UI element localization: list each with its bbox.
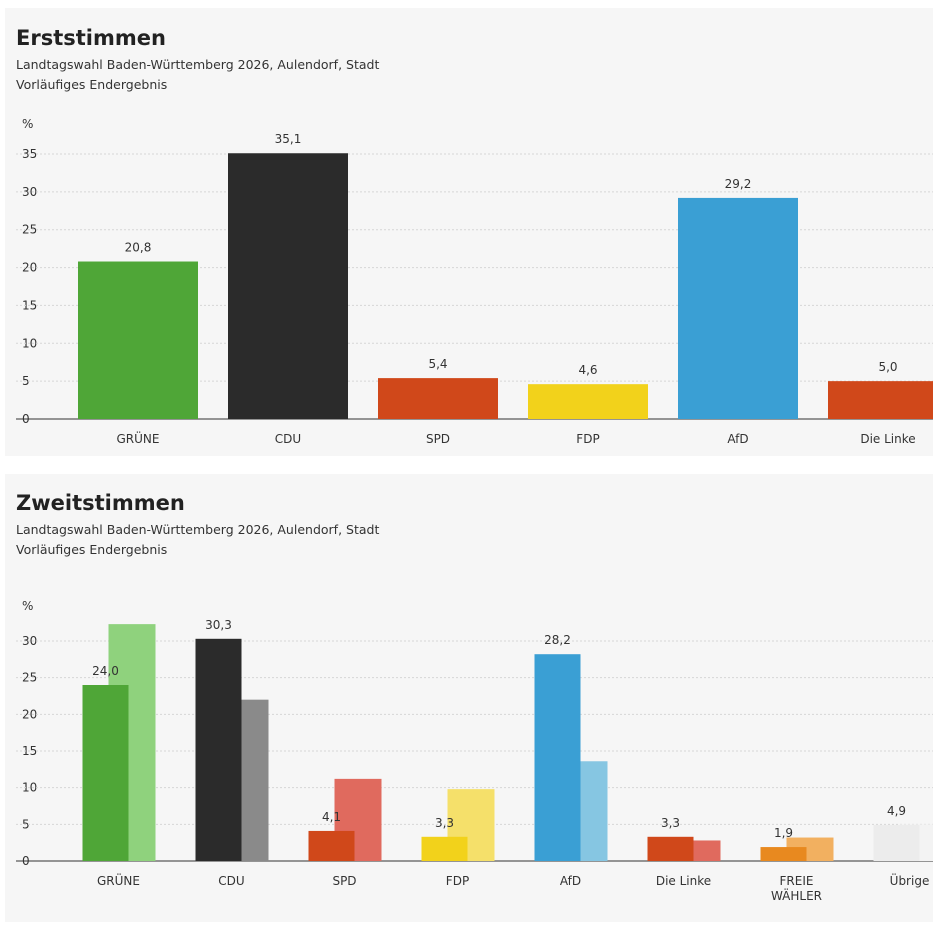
bar (78, 262, 198, 419)
value-label: 5,0 (878, 360, 897, 374)
bar (648, 837, 694, 861)
x-tick-label: CDU (218, 874, 244, 888)
bar (535, 654, 581, 861)
bar (378, 378, 498, 419)
value-label: 5,4 (428, 357, 447, 371)
x-tick-label: AfD (727, 432, 748, 446)
x-tick-label: Übrige (890, 872, 930, 888)
chart-title: Zweitstimmen (16, 491, 185, 515)
value-label: 24,0 (92, 664, 119, 678)
bar (228, 153, 348, 419)
x-tick-label: CDU (275, 432, 301, 446)
value-label: 35,1 (275, 132, 302, 146)
value-label: 30,3 (205, 618, 232, 632)
bar (422, 837, 468, 861)
x-tick-label: GRÜNE (97, 872, 140, 888)
chart-subtitle: Vorläufiges Endergebnis (16, 542, 167, 557)
value-label: 4,1 (322, 810, 341, 824)
x-tick-label: SPD (332, 874, 356, 888)
bar (678, 198, 798, 419)
value-label: 20,8 (125, 241, 152, 255)
value-label: 29,2 (725, 177, 752, 191)
x-tick-label: FDP (446, 874, 469, 888)
value-label: 1,9 (774, 826, 793, 840)
bar (528, 384, 648, 419)
y-axis-label: % (22, 599, 33, 613)
value-label: 4,6 (578, 363, 597, 377)
x-tick-label: Die Linke (656, 874, 711, 888)
y-axis-label: % (22, 117, 33, 131)
value-label: 4,9 (887, 804, 906, 818)
bar (309, 831, 355, 861)
x-tick-label: AfD (560, 874, 581, 888)
value-label: 28,2 (544, 633, 571, 647)
chart-title: Erststimmen (16, 26, 166, 50)
bar (828, 381, 933, 419)
chart-subtitle: Landtagswahl Baden-Württemberg 2026, Aul… (16, 522, 379, 537)
x-tick-label: SPD (426, 432, 450, 446)
bar (83, 685, 129, 861)
x-tick-label: GRÜNE (117, 430, 160, 446)
x-tick-label: Die Linke (860, 432, 915, 446)
value-label: 3,3 (435, 816, 454, 830)
chart-subtitle: Vorläufiges Endergebnis (16, 77, 167, 92)
bar (874, 825, 920, 861)
bar (761, 847, 807, 861)
chart-subtitle: Landtagswahl Baden-Württemberg 2026, Aul… (16, 57, 379, 72)
x-tick-label: FDP (576, 432, 599, 446)
value-label: 3,3 (661, 816, 680, 830)
bar (196, 639, 242, 861)
